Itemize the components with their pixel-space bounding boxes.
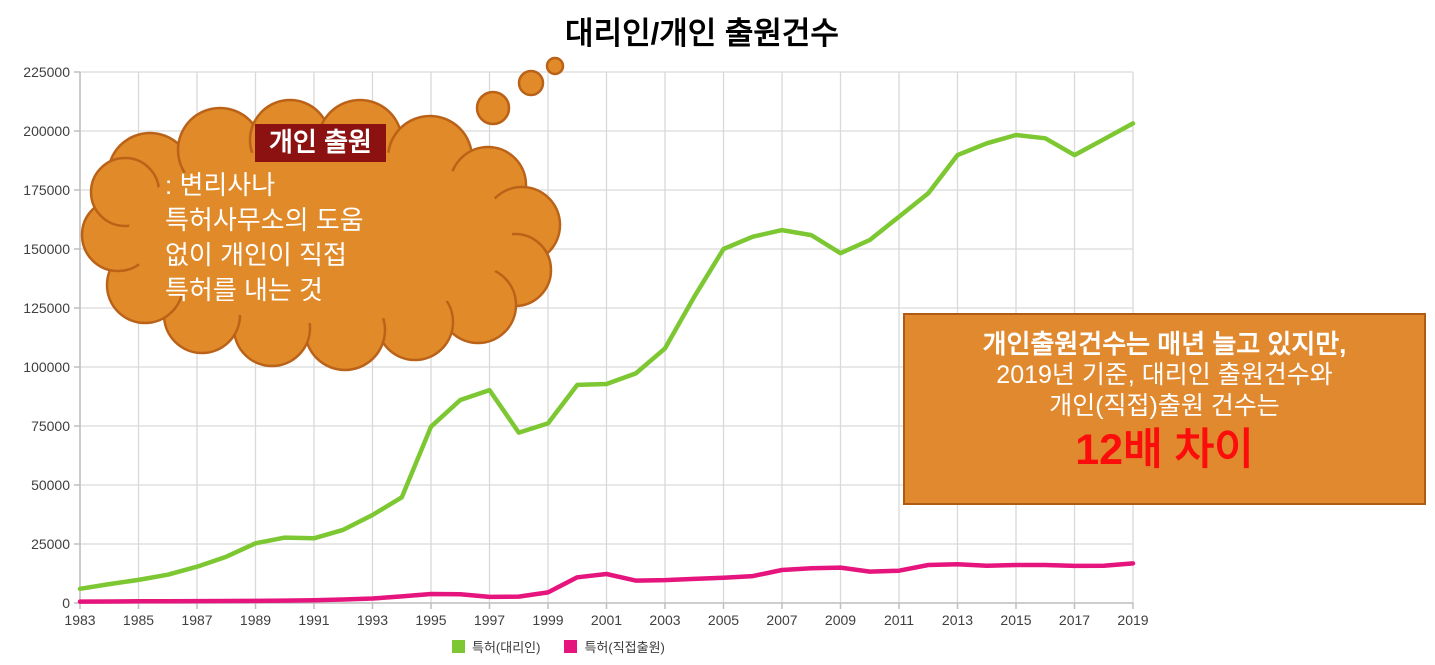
direct-series-line <box>77 561 1136 604</box>
callout-line-2: 2019년 기준, 대리인 출원건수와 <box>996 361 1333 389</box>
thought-bubble-body: : 변리사나 특허사무소의 도움 없이 개인이 직접 특허를 내는 것 <box>165 168 525 308</box>
callout-line-1: 개인출원건수는 매년 늘고 있지만, <box>982 329 1347 359</box>
page-title: 대리인/개인 출원건수 <box>565 16 839 51</box>
x-tick-label: 2013 <box>942 612 973 628</box>
cloud-body <box>128 147 512 323</box>
x-tick-label: 1995 <box>415 612 446 628</box>
thought-bubble-trail-dot <box>475 90 511 126</box>
agent-series-line <box>77 121 1136 592</box>
thought-bubble-line: 없이 개인이 직접 <box>165 240 347 270</box>
x-tick-label: 2009 <box>825 612 856 628</box>
y-tick-label: 0 <box>62 595 70 611</box>
x-tick-label: 2015 <box>1000 612 1031 628</box>
x-tick-label: 1989 <box>240 612 271 628</box>
y-tick-label: 25000 <box>31 536 70 552</box>
thought-bubble-trail-dot <box>517 69 545 97</box>
x-tick-label: 1991 <box>298 612 329 628</box>
x-tick-label: 1997 <box>474 612 505 628</box>
thought-bubble-line: : 변리사나 <box>165 170 276 200</box>
thought-bubble-line: 특허사무소의 도움 <box>165 205 364 235</box>
x-tick-label: 2019 <box>1117 612 1148 628</box>
legend-item-direct: 특허(직접출원) <box>564 637 665 656</box>
thought-bubble-trail-dot <box>545 56 565 76</box>
x-tick-label: 2017 <box>1059 612 1090 628</box>
x-tick-label: 2007 <box>766 612 797 628</box>
x-tick-label: 1983 <box>64 612 95 628</box>
y-tick-label: 200000 <box>23 123 70 139</box>
callout-box: 개인출원건수는 매년 늘고 있지만, 2019년 기준, 대리인 출원건수와 개… <box>903 313 1426 505</box>
y-tick-label: 125000 <box>23 300 70 316</box>
callout-highlight: 12배 차이 <box>1075 426 1254 474</box>
x-tick-label: 2001 <box>591 612 622 628</box>
legend-swatch-direct <box>564 640 578 653</box>
x-tick-label: 2011 <box>884 612 914 628</box>
thought-bubble-line: 특허를 내는 것 <box>165 275 323 305</box>
thought-bubble-heading: 개인 출원 <box>255 124 386 162</box>
callout-line-3: 개인(직접)출원 건수는 <box>1049 392 1280 420</box>
legend-item-agent: 특허(대리인) <box>452 637 540 656</box>
x-tick-label: 1999 <box>532 612 563 628</box>
x-tick-label: 2005 <box>708 612 739 628</box>
y-tick-label: 100000 <box>23 359 70 375</box>
legend-label-agent: 특허(대리인) <box>472 640 541 655</box>
legend-swatch-agent <box>452 640 465 653</box>
y-tick-label: 50000 <box>31 477 70 493</box>
x-tick-label: 1987 <box>181 612 212 628</box>
x-tick-label: 2003 <box>649 612 680 628</box>
legend-label-direct: 특허(직접출원) <box>584 640 665 655</box>
thought-bubble-content: 개인 출원 : 변리사나 특허사무소의 도움 없이 개인이 직접 특허를 내는 … <box>165 124 525 308</box>
x-tick-label: 1993 <box>357 612 388 628</box>
chart-legend: 특허(대리인) 특허(직접출원) <box>452 637 665 656</box>
x-tick-label: 1985 <box>123 612 154 628</box>
y-tick-label: 150000 <box>23 241 70 257</box>
y-tick-label: 225000 <box>23 64 70 80</box>
y-tick-label: 75000 <box>31 418 70 434</box>
y-tick-label: 175000 <box>23 182 70 198</box>
